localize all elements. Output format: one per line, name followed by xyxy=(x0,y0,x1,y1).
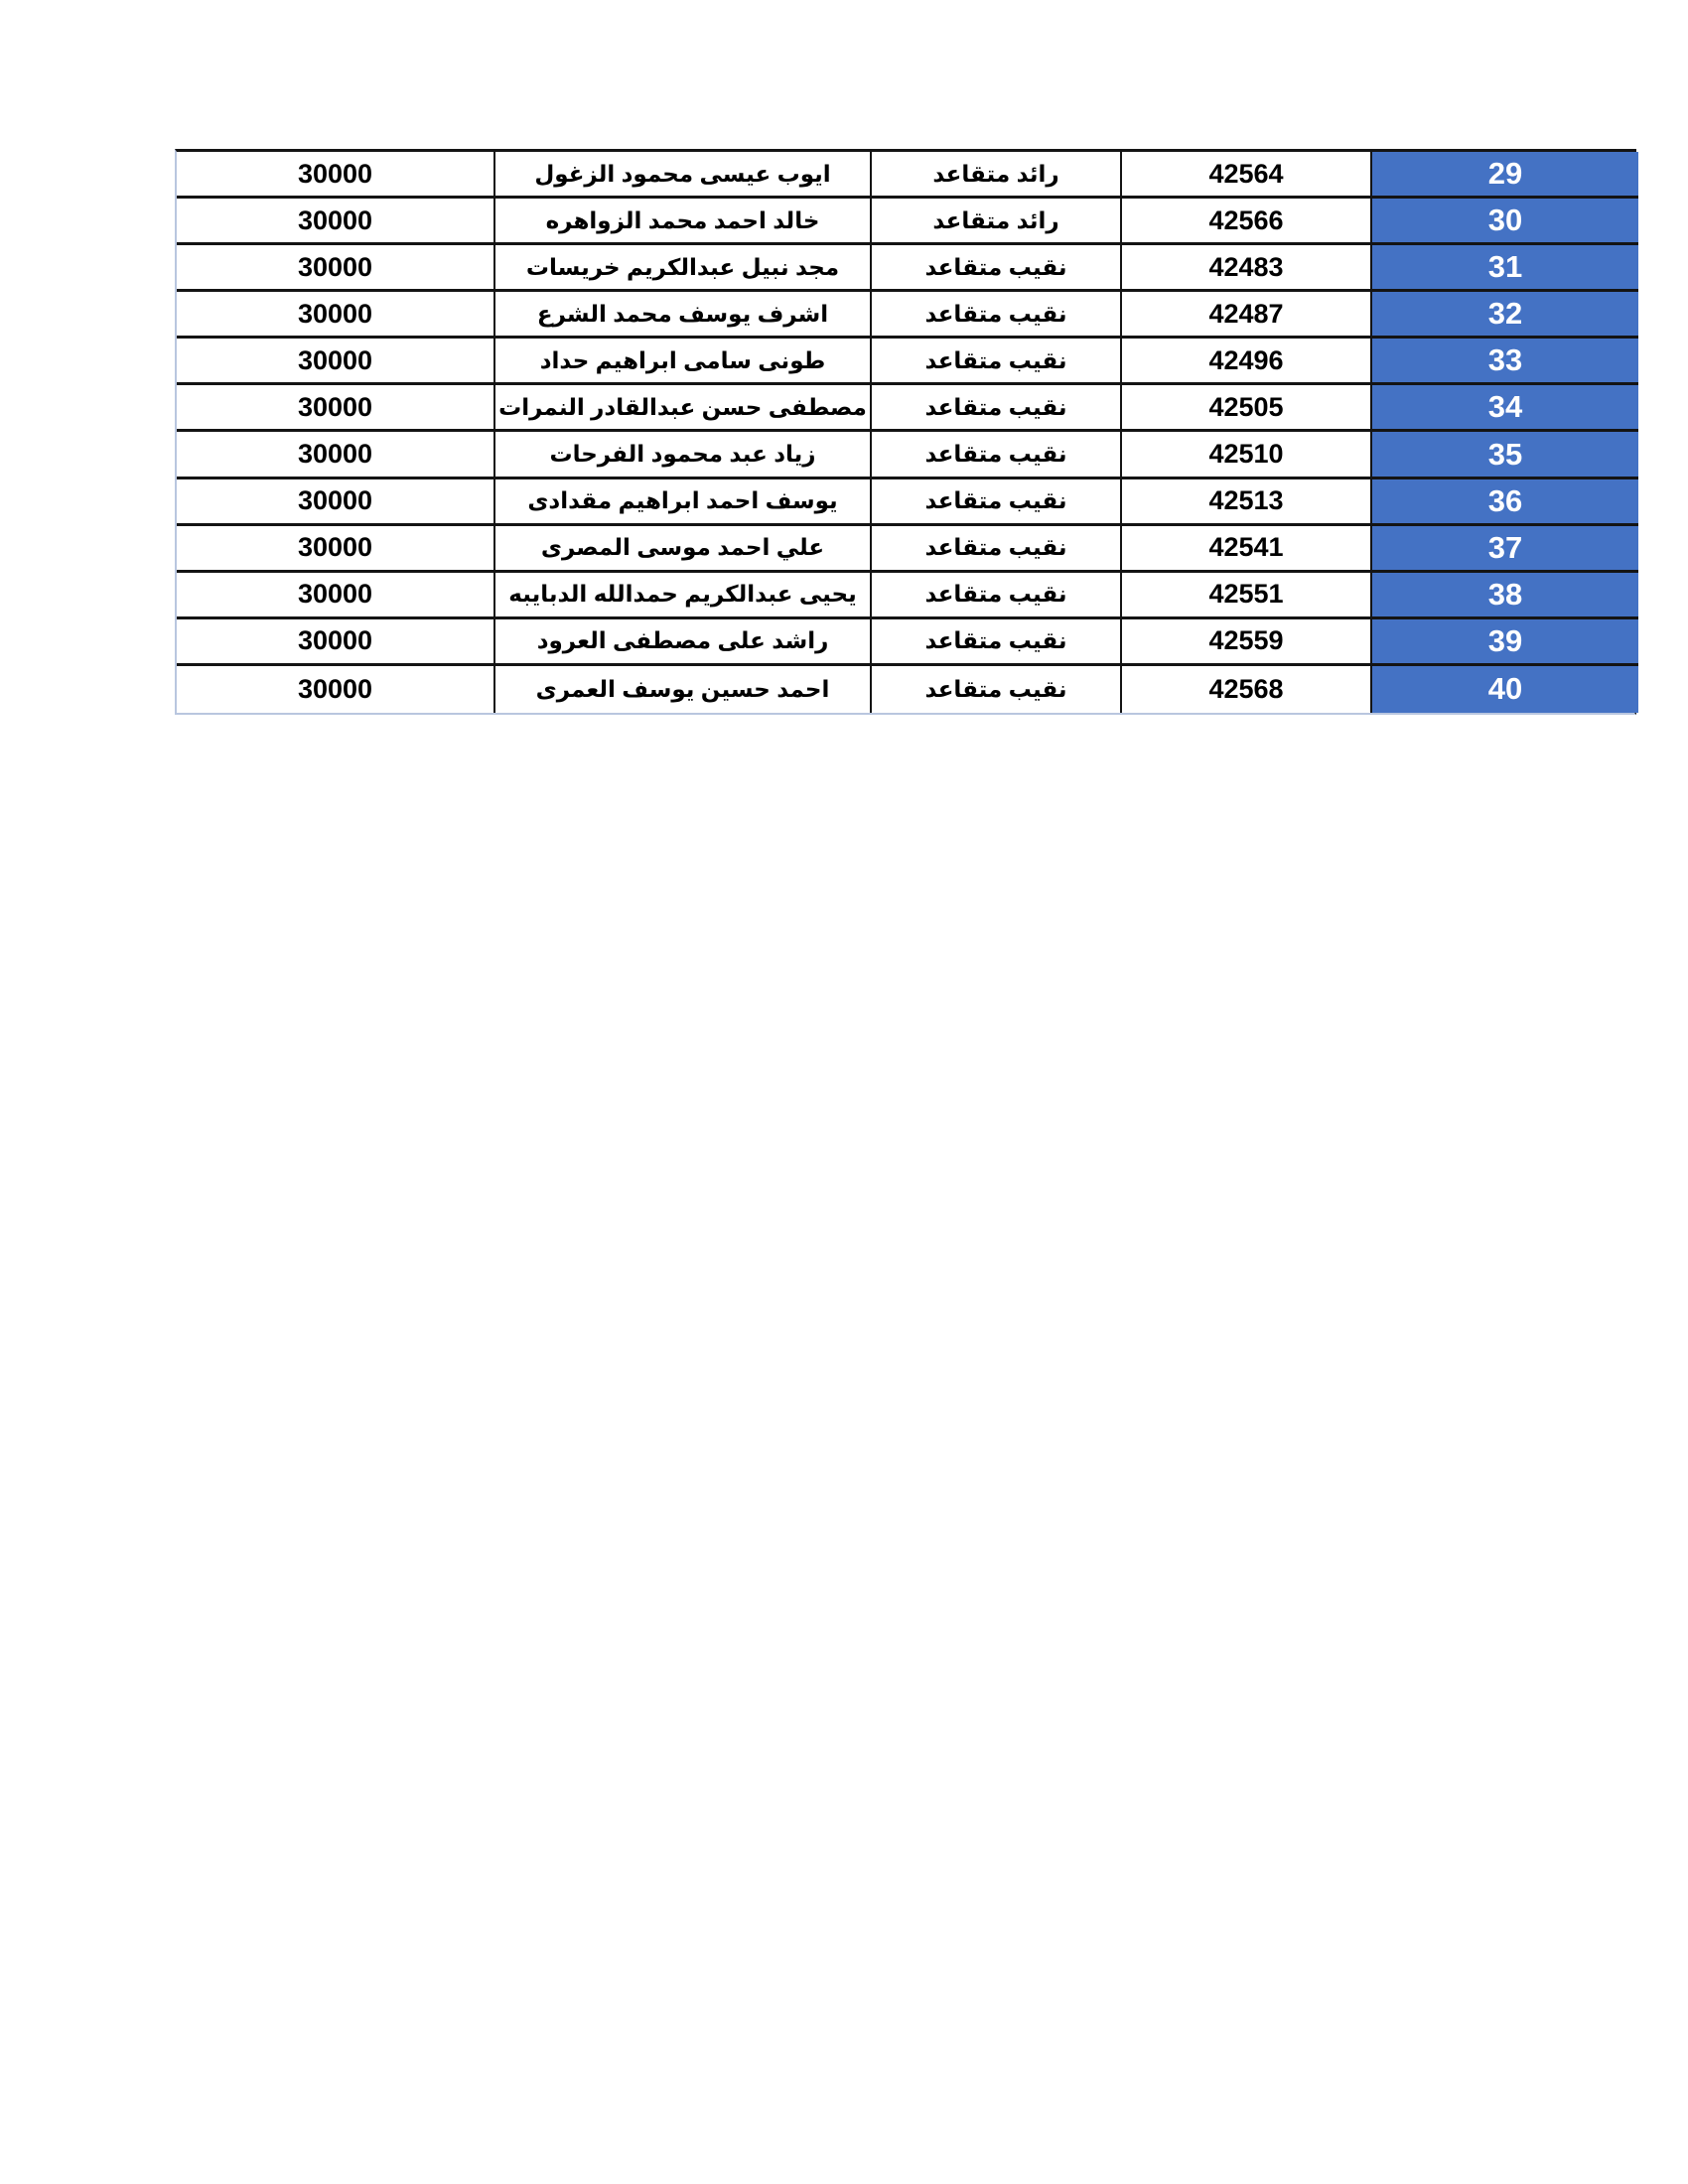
rank-cell: نقيب متقاعد xyxy=(872,572,1122,619)
row-index-cell: 39 xyxy=(1372,618,1638,666)
name-cell: احمد حسين يوسف العمرى xyxy=(495,665,872,713)
row-index-cell: 33 xyxy=(1372,339,1638,386)
rank-cell: نقيب متقاعد xyxy=(872,525,1122,573)
row-index-cell: 35 xyxy=(1372,432,1638,479)
name-cell: يحيى عبدالكريم حمدالله الدبايبه xyxy=(495,572,872,619)
name-cell: اشرف يوسف محمد الشرع xyxy=(495,292,872,340)
serial-cell: 42513 xyxy=(1122,478,1372,526)
pension-table: 30000 ايوب عيسى محمود الزغول رائد متقاعد… xyxy=(175,149,1638,715)
amount-cell: 30000 xyxy=(177,432,495,479)
row-index-cell: 38 xyxy=(1372,572,1638,619)
row-index-cell: 30 xyxy=(1372,199,1638,246)
serial-cell: 42568 xyxy=(1122,665,1372,713)
amount-cell: 30000 xyxy=(177,245,495,293)
name-cell: مجد نبيل عبدالكريم خريسات xyxy=(495,245,872,293)
serial-cell: 42505 xyxy=(1122,385,1372,433)
row-index-cell: 36 xyxy=(1372,478,1638,526)
serial-cell: 42483 xyxy=(1122,245,1372,293)
name-cell: زياد عبد محمود الفرحات xyxy=(495,432,872,479)
amount-cell: 30000 xyxy=(177,199,495,246)
name-cell: ايوب عيسى محمود الزغول xyxy=(495,152,872,200)
row-index-cell: 29 xyxy=(1372,152,1638,200)
amount-cell: 30000 xyxy=(177,618,495,666)
serial-cell: 42487 xyxy=(1122,292,1372,340)
serial-cell: 42566 xyxy=(1122,199,1372,246)
rank-cell: نقيب متقاعد xyxy=(872,432,1122,479)
rank-cell: رائد متقاعد xyxy=(872,199,1122,246)
amount-cell: 30000 xyxy=(177,152,495,200)
rank-cell: رائد متقاعد xyxy=(872,152,1122,200)
row-index-cell: 31 xyxy=(1372,245,1638,293)
serial-cell: 42510 xyxy=(1122,432,1372,479)
row-index-cell: 37 xyxy=(1372,525,1638,573)
rank-cell: نقيب متقاعد xyxy=(872,385,1122,433)
name-cell: علي احمد موسى المصرى xyxy=(495,525,872,573)
amount-cell: 30000 xyxy=(177,339,495,386)
amount-cell: 30000 xyxy=(177,525,495,573)
row-index-cell: 32 xyxy=(1372,292,1638,340)
name-cell: راشد على مصطفى العرود xyxy=(495,618,872,666)
name-cell: يوسف احمد ابراهيم مقدادى xyxy=(495,478,872,526)
amount-cell: 30000 xyxy=(177,292,495,340)
amount-cell: 30000 xyxy=(177,665,495,713)
row-index-cell: 34 xyxy=(1372,385,1638,433)
serial-cell: 42559 xyxy=(1122,618,1372,666)
rank-cell: نقيب متقاعد xyxy=(872,245,1122,293)
rank-cell: نقيب متقاعد xyxy=(872,292,1122,340)
rank-cell: نقيب متقاعد xyxy=(872,478,1122,526)
name-cell: مصطفى حسن عبدالقادر النمرات xyxy=(495,385,872,433)
serial-cell: 42541 xyxy=(1122,525,1372,573)
amount-cell: 30000 xyxy=(177,385,495,433)
amount-cell: 30000 xyxy=(177,478,495,526)
name-cell: خالد احمد محمد الزواهره xyxy=(495,199,872,246)
amount-cell: 30000 xyxy=(177,572,495,619)
rank-cell: نقيب متقاعد xyxy=(872,618,1122,666)
rank-cell: نقيب متقاعد xyxy=(872,339,1122,386)
name-cell: طونى سامى ابراهيم حداد xyxy=(495,339,872,386)
rank-cell: نقيب متقاعد xyxy=(872,665,1122,713)
row-index-cell: 40 xyxy=(1372,665,1638,713)
serial-cell: 42551 xyxy=(1122,572,1372,619)
serial-cell: 42496 xyxy=(1122,339,1372,386)
serial-cell: 42564 xyxy=(1122,152,1372,200)
